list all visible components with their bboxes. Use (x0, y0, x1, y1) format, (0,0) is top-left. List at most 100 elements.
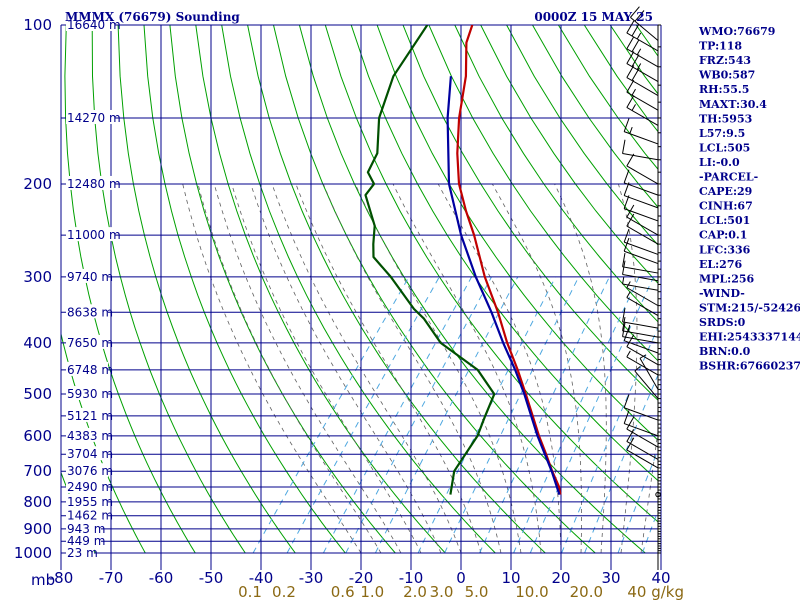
moist-adiabat-line (640, 428, 658, 554)
wind-barb (655, 491, 661, 498)
sounding-index-text: CAP:0.1 (699, 229, 747, 242)
barb-flag (626, 437, 635, 451)
sounding-index-text: -WIND- (699, 287, 745, 300)
wind-barb (623, 327, 659, 354)
barb-flag (623, 118, 630, 132)
temperature-tick-label: -20 (349, 569, 374, 587)
barb-staff (624, 208, 659, 222)
height-label-bg (66, 17, 115, 31)
chart-datetime: 0000Z 15 MAY 25 (534, 10, 653, 24)
moist-adiabat-line (322, 183, 502, 554)
mixing-ratio-line (252, 276, 410, 554)
wind-barb (626, 204, 659, 236)
barb-flag (631, 23, 640, 37)
sounding-index-text: EL:276 (699, 258, 742, 271)
wind-barb (626, 429, 659, 460)
wind-barb (626, 334, 659, 366)
sounding-index-text: BSHR:6766023713 (699, 360, 800, 373)
temperature-tick-label: 0 (456, 569, 466, 587)
barb-staff (624, 131, 659, 145)
dry-adiabat-line (143, 25, 346, 554)
mixing-ratio-line (345, 276, 492, 554)
temperature-tick-label: -10 (399, 569, 424, 587)
moist-adiabat-line (271, 183, 462, 554)
temperature-tick-label: 20 (551, 569, 570, 587)
temperature-axis-labels: -80 -70 -60 -50 -40 -30 -20 -10 0 10 20 30 40 (49, 569, 671, 587)
sounding-index-text: FRZ:543 (699, 54, 751, 67)
wind-barb (622, 260, 659, 282)
barb-flag (623, 169, 630, 183)
barb-staff (622, 266, 659, 274)
barb-staff (626, 63, 659, 83)
pressure-tick-label: 700 (23, 462, 52, 480)
wind-barb (626, 153, 659, 185)
wind-barb (634, 366, 659, 399)
barb-staff (626, 346, 659, 366)
moist-adiabat-line (354, 183, 522, 554)
barb-flag (626, 95, 635, 108)
temperature-tick-label: -70 (99, 569, 124, 587)
barb-staff (634, 370, 659, 399)
wind-barb (626, 291, 659, 316)
pressure-tick-label: 600 (23, 427, 52, 445)
mixing-ratio-lines (252, 276, 658, 554)
barb-staff (626, 165, 659, 185)
wind-barb (623, 237, 659, 265)
sounding-index-text: LFC:336 (699, 243, 751, 256)
temperature-profile-line (456, 25, 562, 495)
height-label: 6748 m (67, 363, 113, 377)
moist-adiabat-line (231, 183, 422, 554)
height-label: 449 m (67, 534, 105, 548)
wind-barb (626, 51, 659, 83)
barb-staff (626, 91, 659, 111)
wind-barb (639, 354, 659, 390)
temperature-tick-label: 10 (501, 569, 520, 587)
barb-half-flag (622, 277, 625, 285)
wind-barb (626, 79, 659, 111)
sounding-index-text: L57:9.5 (699, 127, 745, 140)
pressure-unit-label: mb (31, 571, 55, 589)
sounding-profiles (364, 25, 562, 495)
sounding-index-text: LI:-0.0 (699, 156, 740, 169)
wind-barb (626, 36, 659, 68)
barb-staff (626, 225, 659, 245)
height-label-bg (66, 427, 108, 442)
wind-barb (623, 410, 659, 437)
barb-flag (623, 228, 630, 243)
mixing-ratio-line (322, 276, 473, 554)
height-label-bg (66, 463, 108, 478)
height-label: 5121 m (67, 409, 113, 423)
barb-flag (622, 139, 626, 154)
height-label-bg (66, 520, 101, 535)
dry-adiabats (61, 25, 658, 554)
moist-adiabat-line (618, 183, 638, 554)
barb-half-flag (636, 32, 642, 40)
wind-barbs (622, 6, 661, 498)
height-label-bg (66, 361, 108, 376)
barb-half-flag (626, 291, 631, 298)
barb-flag (626, 36, 635, 50)
height-label: 3704 m (67, 447, 113, 461)
barb-staff (624, 241, 659, 255)
barb-staff (624, 407, 659, 421)
height-label-bg (66, 175, 115, 190)
moist-adiabat-line (392, 183, 542, 554)
sounding-index-text: MAXT:30.4 (699, 98, 767, 111)
barb-flag (622, 252, 626, 267)
sounding-index-text: CINH:67 (699, 200, 753, 213)
wind-barb (623, 195, 659, 222)
height-label: 1462 m (67, 509, 113, 523)
sounding-index-text: STM:215/-5242694 (699, 301, 800, 314)
sounding-index-text: MPL:256 (699, 272, 755, 285)
barb-staff (626, 77, 659, 96)
dewpoint-profile-line (364, 25, 496, 495)
barb-flag (631, 39, 640, 53)
barb-staff (626, 107, 659, 126)
dry-adiabat-line (324, 25, 658, 523)
barb-flag (626, 204, 635, 218)
barb-staff (622, 273, 659, 282)
sounding-index-text: LCL:505 (699, 141, 750, 154)
barb-staff (624, 423, 659, 437)
